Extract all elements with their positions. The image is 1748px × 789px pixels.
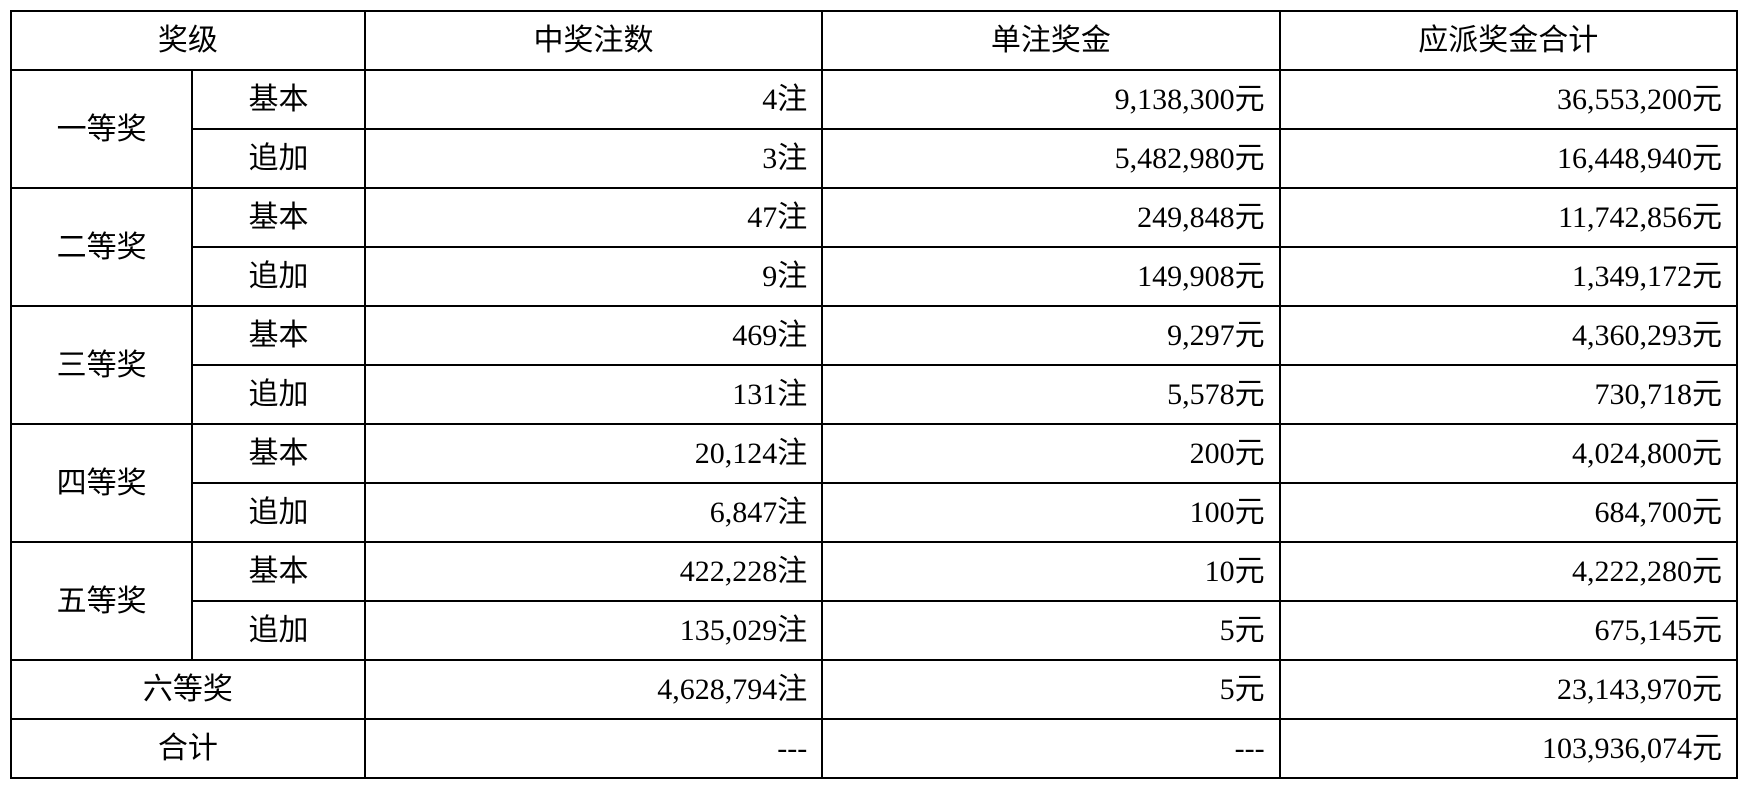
tier-name: 四等奖 xyxy=(11,424,192,542)
table-row: 六等奖 4,628,794注 5元 23,143,970元 xyxy=(11,660,1737,719)
cell-total: 11,742,856元 xyxy=(1280,188,1737,247)
cell-unit: 5元 xyxy=(822,660,1279,719)
cell-unit: --- xyxy=(822,719,1279,778)
cell-count: 469注 xyxy=(365,306,822,365)
header-count: 中奖注数 xyxy=(365,11,822,70)
tier-sub: 追加 xyxy=(192,483,365,542)
tier-name: 一等奖 xyxy=(11,70,192,188)
cell-total: 103,936,074元 xyxy=(1280,719,1737,778)
table-row: 追加 6,847注 100元 684,700元 xyxy=(11,483,1737,542)
tier-name: 五等奖 xyxy=(11,542,192,660)
cell-total: 4,360,293元 xyxy=(1280,306,1737,365)
cell-unit: 5元 xyxy=(822,601,1279,660)
tier-sub: 基本 xyxy=(192,542,365,601)
total-row: 合计 --- --- 103,936,074元 xyxy=(11,719,1737,778)
cell-unit: 100元 xyxy=(822,483,1279,542)
tier-sub: 追加 xyxy=(192,129,365,188)
cell-unit: 5,578元 xyxy=(822,365,1279,424)
tier-name: 三等奖 xyxy=(11,306,192,424)
cell-count: 4注 xyxy=(365,70,822,129)
cell-unit: 200元 xyxy=(822,424,1279,483)
table-row: 四等奖 基本 20,124注 200元 4,024,800元 xyxy=(11,424,1737,483)
cell-count: 47注 xyxy=(365,188,822,247)
tier-sub: 基本 xyxy=(192,70,365,129)
cell-unit: 249,848元 xyxy=(822,188,1279,247)
cell-count: 131注 xyxy=(365,365,822,424)
cell-unit: 5,482,980元 xyxy=(822,129,1279,188)
total-label: 合计 xyxy=(11,719,365,778)
cell-count: 9注 xyxy=(365,247,822,306)
table-row: 一等奖 基本 4注 9,138,300元 36,553,200元 xyxy=(11,70,1737,129)
cell-total: 675,145元 xyxy=(1280,601,1737,660)
cell-total: 4,222,280元 xyxy=(1280,542,1737,601)
header-total-prize: 应派奖金合计 xyxy=(1280,11,1737,70)
tier-sub: 基本 xyxy=(192,306,365,365)
tier-sub: 追加 xyxy=(192,365,365,424)
header-unit-prize: 单注奖金 xyxy=(822,11,1279,70)
cell-unit: 10元 xyxy=(822,542,1279,601)
table-row: 三等奖 基本 469注 9,297元 4,360,293元 xyxy=(11,306,1737,365)
tier-name: 六等奖 xyxy=(11,660,365,719)
cell-total: 1,349,172元 xyxy=(1280,247,1737,306)
tier-sub: 追加 xyxy=(192,601,365,660)
table-row: 追加 3注 5,482,980元 16,448,940元 xyxy=(11,129,1737,188)
cell-total: 730,718元 xyxy=(1280,365,1737,424)
cell-total: 23,143,970元 xyxy=(1280,660,1737,719)
cell-count: 3注 xyxy=(365,129,822,188)
cell-count: 422,228注 xyxy=(365,542,822,601)
header-tier: 奖级 xyxy=(11,11,365,70)
tier-sub: 基本 xyxy=(192,424,365,483)
table-row: 追加 131注 5,578元 730,718元 xyxy=(11,365,1737,424)
cell-total: 4,024,800元 xyxy=(1280,424,1737,483)
tier-sub: 追加 xyxy=(192,247,365,306)
tier-sub: 基本 xyxy=(192,188,365,247)
cell-count: 6,847注 xyxy=(365,483,822,542)
prize-table: 奖级 中奖注数 单注奖金 应派奖金合计 一等奖 基本 4注 9,138,300元… xyxy=(10,10,1738,779)
cell-count: --- xyxy=(365,719,822,778)
header-row: 奖级 中奖注数 单注奖金 应派奖金合计 xyxy=(11,11,1737,70)
cell-count: 4,628,794注 xyxy=(365,660,822,719)
table-row: 二等奖 基本 47注 249,848元 11,742,856元 xyxy=(11,188,1737,247)
cell-unit: 149,908元 xyxy=(822,247,1279,306)
table-row: 五等奖 基本 422,228注 10元 4,222,280元 xyxy=(11,542,1737,601)
cell-unit: 9,138,300元 xyxy=(822,70,1279,129)
cell-total: 36,553,200元 xyxy=(1280,70,1737,129)
tier-name: 二等奖 xyxy=(11,188,192,306)
table-row: 追加 135,029注 5元 675,145元 xyxy=(11,601,1737,660)
cell-count: 135,029注 xyxy=(365,601,822,660)
cell-unit: 9,297元 xyxy=(822,306,1279,365)
cell-count: 20,124注 xyxy=(365,424,822,483)
table-row: 追加 9注 149,908元 1,349,172元 xyxy=(11,247,1737,306)
cell-total: 16,448,940元 xyxy=(1280,129,1737,188)
cell-total: 684,700元 xyxy=(1280,483,1737,542)
